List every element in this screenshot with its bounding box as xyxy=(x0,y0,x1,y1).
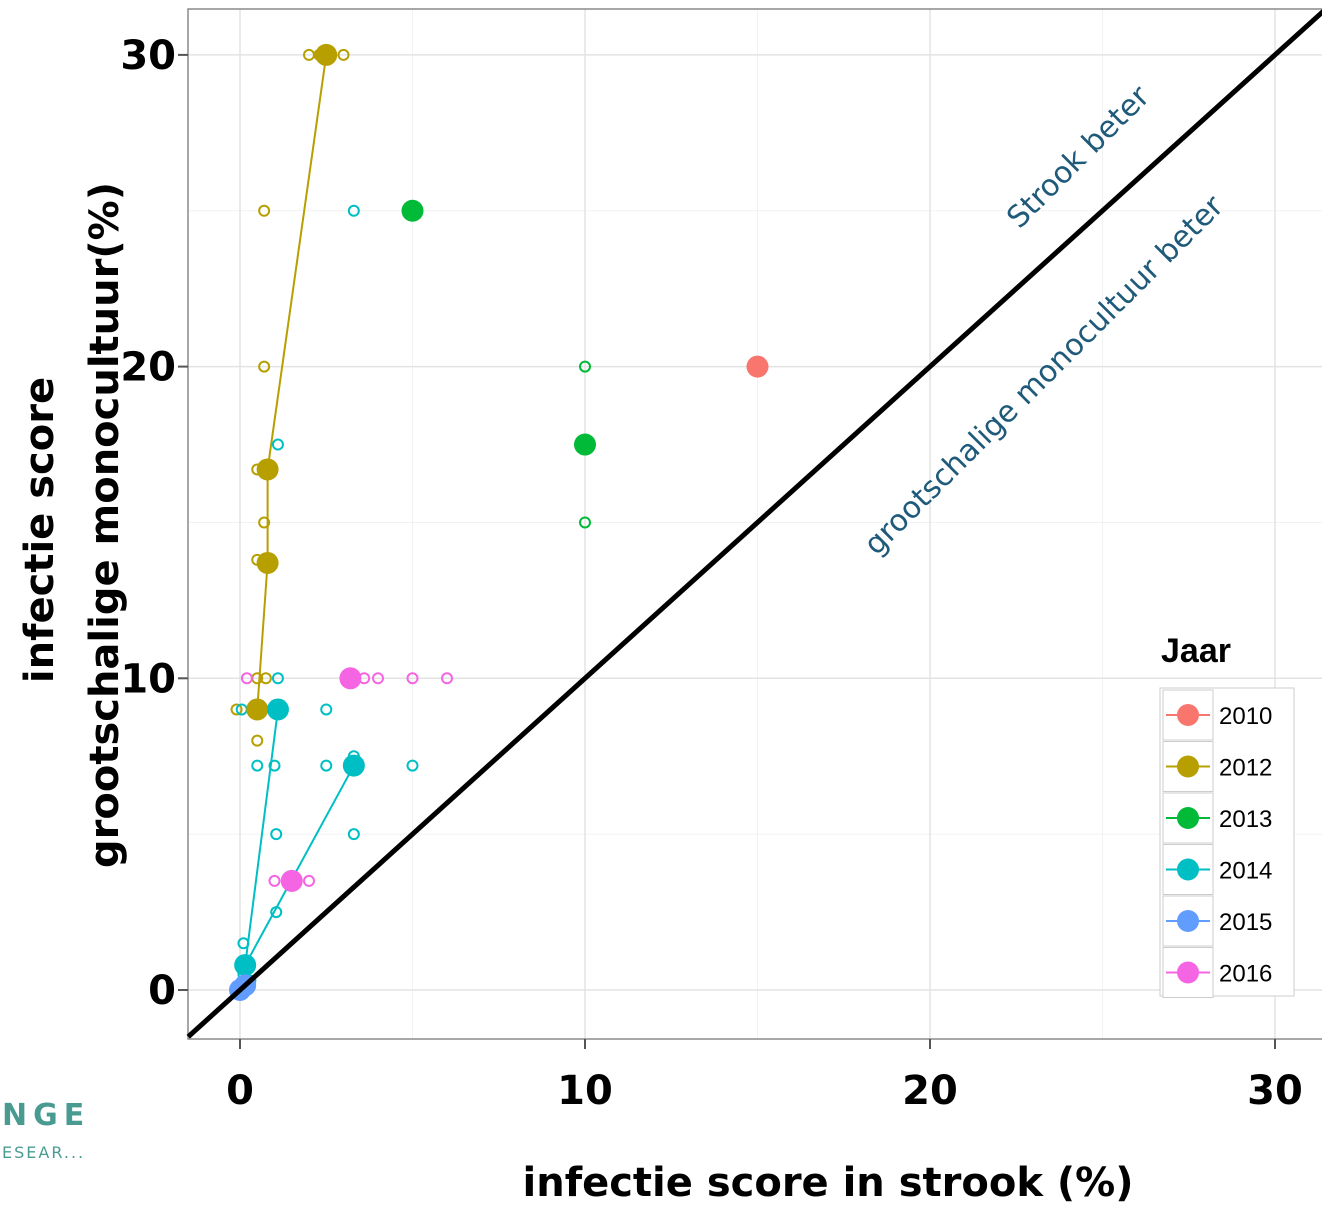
data-point-2014 xyxy=(347,204,360,217)
data-point-2016 xyxy=(303,874,315,887)
x-tick-label: 10 xyxy=(557,1068,613,1114)
mean-point-2016 xyxy=(280,869,303,892)
connection-line-2012 xyxy=(256,54,328,710)
legend-label-2010: 2010 xyxy=(1219,703,1272,730)
x-axis-title: infectie score in strook (%) xyxy=(523,1160,1134,1206)
data-point-2012 xyxy=(230,703,243,716)
legend-label-2013: 2013 xyxy=(1219,806,1272,833)
panel-border xyxy=(187,8,1322,1040)
logo-line1: NGE xyxy=(2,1098,90,1133)
x-tick-label: 30 xyxy=(1247,1068,1303,1114)
data-point-2012 xyxy=(337,48,350,61)
legend-marker-2014 xyxy=(1177,858,1199,881)
data-point-2016 xyxy=(441,672,453,685)
x-tick-label: 20 xyxy=(902,1068,958,1114)
data-point-2014 xyxy=(320,759,333,772)
individual-points xyxy=(230,48,591,995)
data-point-2013 xyxy=(579,360,591,373)
y-tick-label: 20 xyxy=(120,345,176,391)
mean-point-2014 xyxy=(342,754,365,777)
mean-point-2014 xyxy=(234,954,257,977)
data-point-2012 xyxy=(251,734,264,747)
series-connections xyxy=(244,54,355,966)
legend-label-2015: 2015 xyxy=(1219,909,1272,936)
data-point-2014 xyxy=(271,672,284,685)
legend: Jaar 2010 2012 2013 2014 2015 2016 xyxy=(1159,632,1295,998)
mean-point-2010 xyxy=(746,355,769,378)
data-point-2016 xyxy=(268,874,281,887)
data-point-2012 xyxy=(259,672,272,685)
legend-marker-2010 xyxy=(1177,704,1199,726)
data-point-2014 xyxy=(237,937,250,950)
y-axis-title-line1: infectie score xyxy=(17,377,63,683)
mean-point-2012 xyxy=(315,43,338,66)
data-point-2012 xyxy=(258,360,271,373)
legend-marker-2016 xyxy=(1177,961,1199,984)
mean-point-2012 xyxy=(246,698,269,721)
legend-marker-2012 xyxy=(1177,755,1199,778)
legend-marker-2013 xyxy=(1177,807,1199,829)
legend-label-2014: 2014 xyxy=(1219,858,1272,885)
data-point-2014 xyxy=(271,438,284,451)
connection-line-2014 xyxy=(244,709,279,966)
x-tick-label: 0 xyxy=(226,1068,254,1114)
mean-point-2012 xyxy=(256,458,279,481)
connection-line-2014 xyxy=(244,765,355,966)
x-axis-ticks: 0 10 20 30 xyxy=(226,1039,1303,1114)
diagonal-line xyxy=(186,9,1322,1039)
data-point-2016 xyxy=(372,672,384,685)
mean-point-2012 xyxy=(256,551,279,574)
mean-point-2013 xyxy=(401,199,424,222)
grid-major xyxy=(188,9,1322,1039)
data-point-2014 xyxy=(406,759,419,772)
legend-marker-2015 xyxy=(1177,910,1199,932)
data-point-2014 xyxy=(268,759,281,772)
logo-line2: ESEAR... xyxy=(2,1143,85,1162)
logo: NGE ESEAR... xyxy=(2,1098,90,1162)
mean-point-2014 xyxy=(266,698,289,721)
mean-point-2013 xyxy=(574,433,596,456)
y-tick-label: 30 xyxy=(120,33,176,79)
data-point-2014 xyxy=(347,828,360,841)
data-point-2014 xyxy=(251,759,264,772)
y-axis-ticks: 0 10 20 30 xyxy=(120,33,188,1014)
data-point-2014 xyxy=(320,703,333,716)
data-point-2014 xyxy=(270,906,283,919)
data-point-2014 xyxy=(270,828,283,841)
mean-point-2016 xyxy=(339,667,362,690)
y-axis-title-line2: grootschalige monocultuur(%) xyxy=(82,182,128,868)
data-point-2012 xyxy=(258,204,271,217)
legend-label-2012: 2012 xyxy=(1219,755,1272,782)
legend-label-2016: 2016 xyxy=(1219,961,1272,988)
legend-title: Jaar xyxy=(1161,632,1231,670)
data-point-2013 xyxy=(579,516,591,529)
y-tick-label: 10 xyxy=(120,656,176,702)
data-point-2016 xyxy=(406,672,419,685)
data-point-2016 xyxy=(240,672,253,685)
y-tick-label: 0 xyxy=(148,968,176,1014)
data-point-2012 xyxy=(258,516,271,529)
